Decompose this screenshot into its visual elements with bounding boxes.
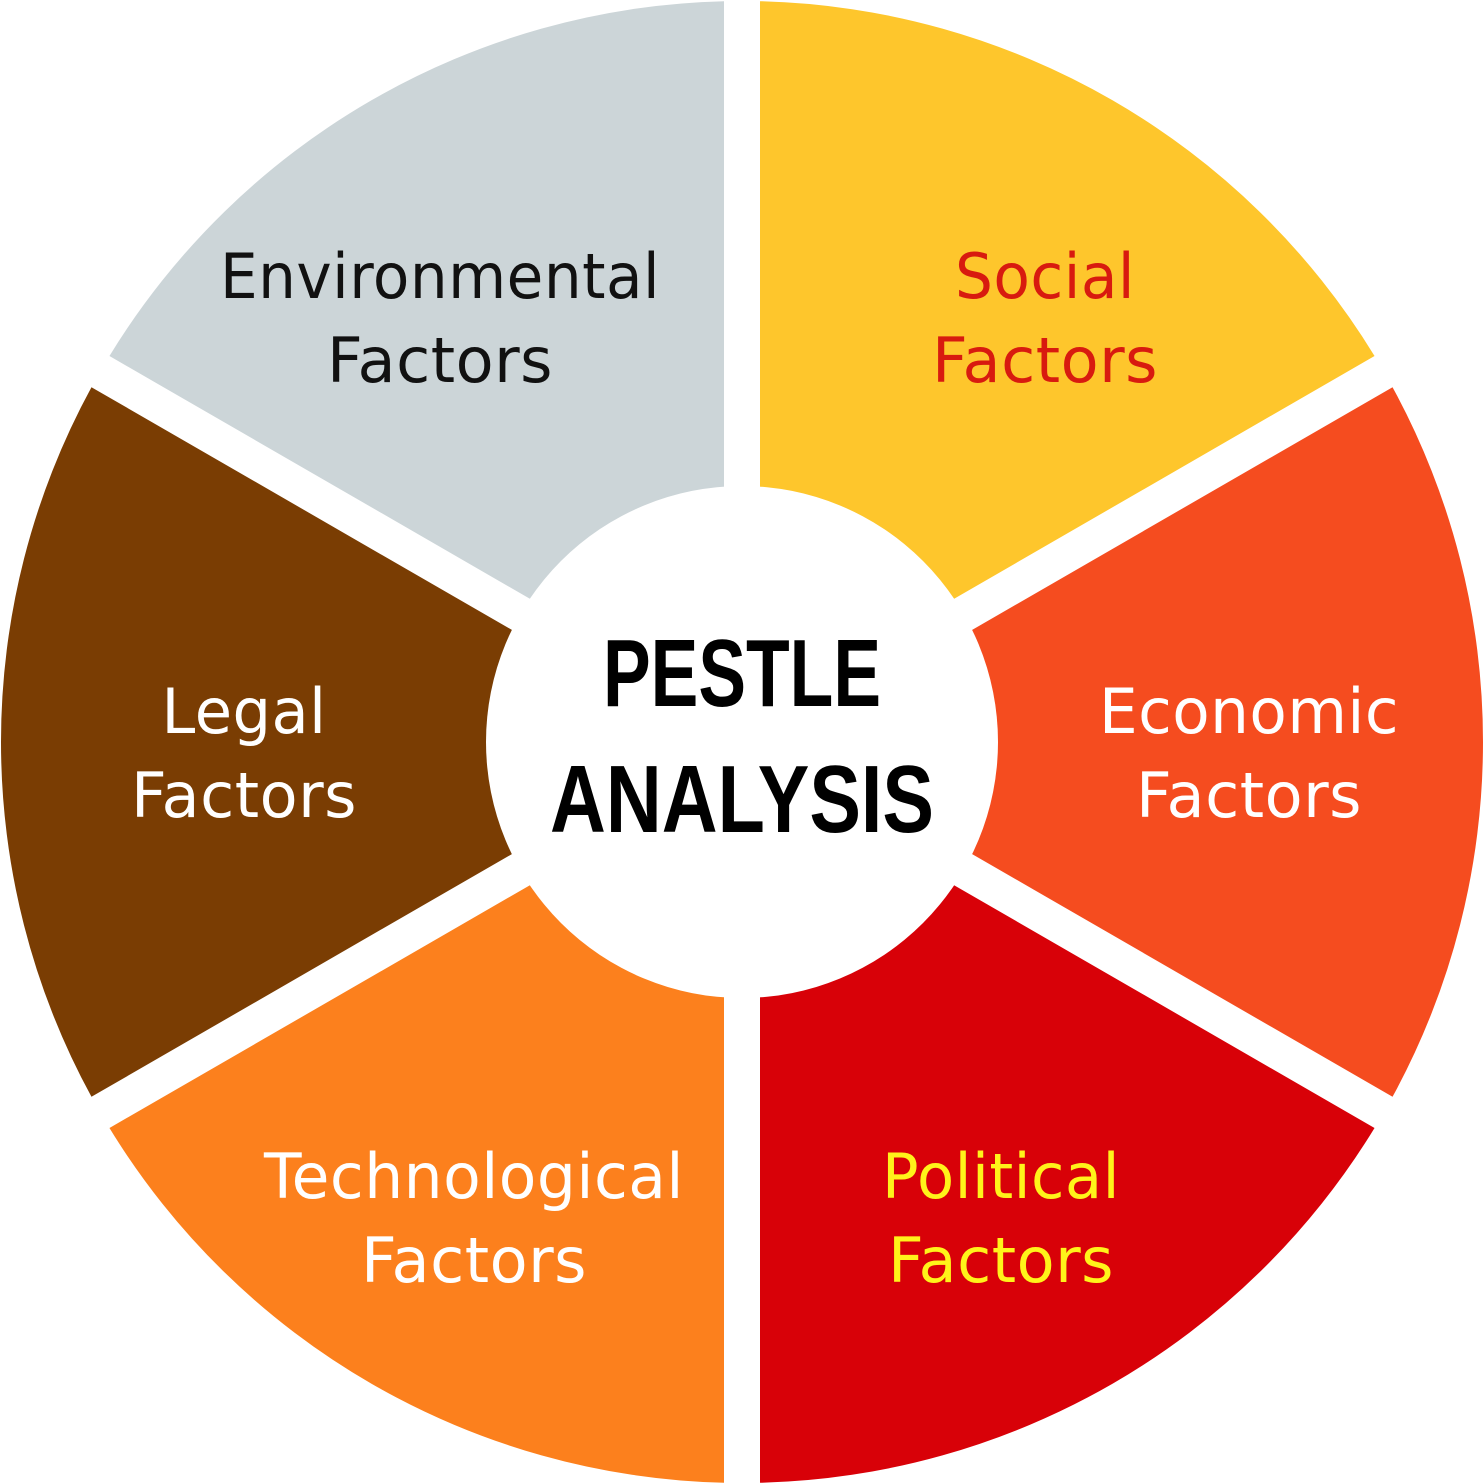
segment-economic — [751, 387, 1483, 1097]
labels-layer: Environmental Factors Social Factors Economi… — [131, 240, 1399, 1297]
label-technological-line1: Technological — [263, 1140, 684, 1213]
label-technological-line2: Factors — [361, 1224, 587, 1297]
center-title-line1: PESTLE — [603, 620, 881, 727]
label-economic-line1: Economic — [1099, 675, 1399, 748]
label-social-line2: Factors — [932, 324, 1158, 397]
label-legal-line1: Legal — [162, 675, 327, 748]
label-economic-line2: Factors — [1136, 759, 1362, 832]
segment-legal — [0, 387, 733, 1097]
center-title-line2: ANALYSIS — [550, 746, 934, 853]
label-political-line1: Political — [882, 1140, 1120, 1213]
label-environmental-line2: Factors — [327, 324, 553, 397]
label-social-line1: Social — [955, 240, 1135, 313]
label-political-line2: Factors — [888, 1224, 1114, 1297]
label-legal-line2: Factors — [131, 759, 357, 832]
label-environmental-line1: Environmental — [220, 240, 660, 313]
center-circle — [486, 486, 998, 998]
